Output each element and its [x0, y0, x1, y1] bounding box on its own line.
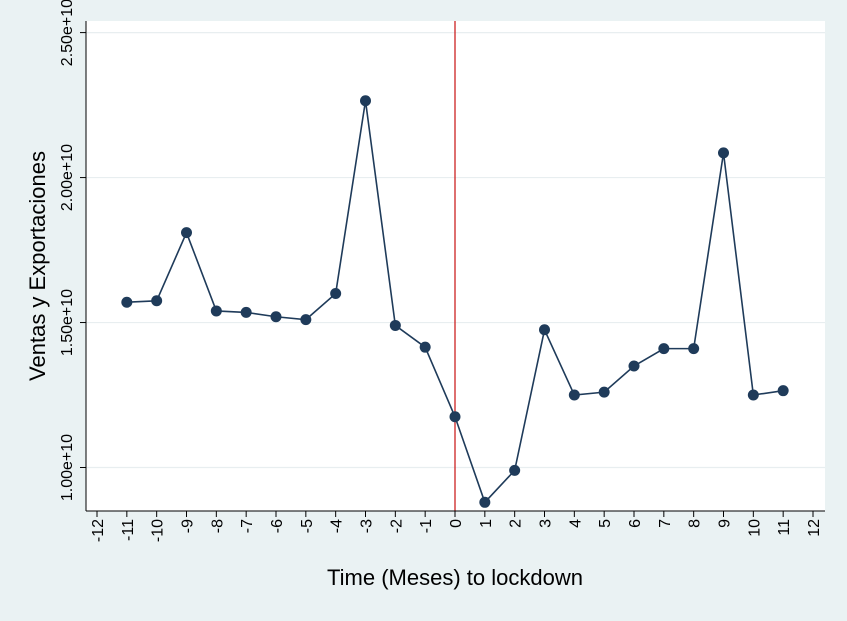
x-tick-label: 6 — [627, 519, 644, 528]
y-ticks: 1.00e+10 1.50e+10 2.00e+10 2.50e+10 — [59, 0, 86, 501]
x-tick-label: -2 — [388, 519, 405, 533]
x-tick-label: 5 — [597, 519, 614, 528]
data-point — [121, 296, 133, 308]
data-point — [389, 319, 401, 331]
data-point — [658, 343, 670, 355]
x-axis-label: Time (Meses) to lockdown — [327, 565, 583, 590]
x-tick-label: -1 — [418, 519, 435, 533]
x-tick-label: 3 — [538, 519, 555, 528]
data-point — [151, 295, 163, 307]
data-point — [240, 306, 252, 318]
y-axis-label: Ventas y Exportaciones — [25, 151, 50, 381]
data-point — [539, 324, 550, 336]
data-point — [568, 389, 580, 401]
x-tick-label: 11 — [776, 519, 793, 536]
data-point — [181, 227, 192, 239]
x-tick-label: 4 — [567, 519, 584, 528]
x-ticks: -12 -11 -10 -9 -8 -7 -6 -5 -4 -3 -2 -1 0 1 2 3 4 5 6 7 8 9 10 1… — [90, 511, 823, 542]
x-tick-label: -8 — [209, 519, 226, 533]
data-point — [300, 314, 312, 326]
data-point — [449, 411, 461, 423]
x-tick-label: 9 — [717, 519, 734, 528]
x-tick-label: -12 — [90, 519, 107, 542]
series-group — [121, 95, 789, 508]
data-point — [330, 288, 342, 300]
data-point — [360, 95, 371, 107]
y-tick-label: 1.00e+10 — [59, 434, 76, 501]
x-tick-label: 1 — [478, 519, 495, 528]
data-point — [210, 305, 222, 317]
data-point — [419, 341, 431, 353]
x-tick-label: -9 — [180, 519, 197, 533]
y-tick-label: 2.50e+10 — [59, 0, 76, 66]
data-point — [718, 147, 729, 159]
x-tick-label: -11 — [120, 519, 137, 541]
data-point — [598, 386, 610, 398]
x-tick-label: -7 — [239, 519, 256, 533]
data-point — [628, 360, 640, 372]
x-tick-label: -3 — [359, 519, 376, 533]
x-tick-label: -10 — [150, 519, 167, 542]
x-tick-label: -4 — [329, 519, 346, 533]
x-tick-label: 8 — [687, 519, 704, 528]
x-tick-label: 12 — [806, 519, 823, 537]
x-tick-label: 7 — [657, 519, 674, 528]
x-tick-label: 2 — [508, 519, 525, 528]
data-point — [270, 311, 282, 323]
y-tick-label: 1.50e+10 — [59, 289, 76, 356]
x-tick-label: 0 — [448, 519, 465, 528]
data-point — [479, 496, 491, 508]
x-tick-label: -5 — [299, 519, 316, 533]
y-tick-label: 2.00e+10 — [59, 144, 76, 211]
data-point — [688, 343, 700, 355]
x-tick-label: 10 — [746, 519, 763, 537]
x-tick-label: -6 — [269, 519, 286, 533]
data-point — [509, 464, 521, 476]
data-point — [777, 385, 789, 397]
data-point — [747, 389, 759, 401]
